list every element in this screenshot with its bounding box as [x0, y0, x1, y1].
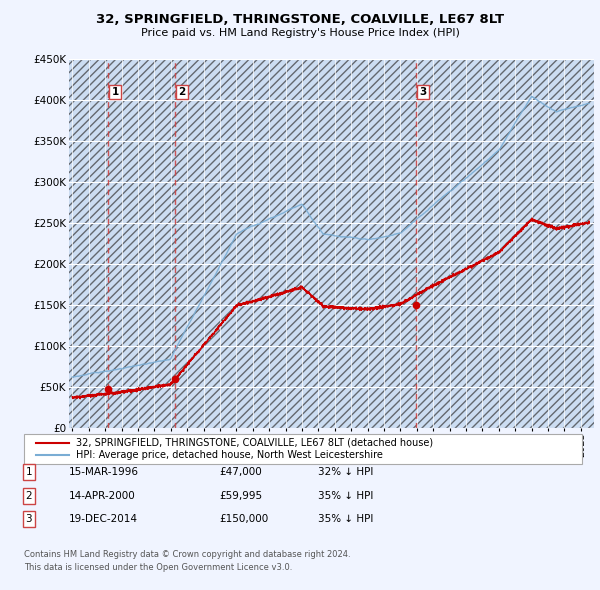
Text: 2: 2	[25, 491, 32, 500]
Text: 35% ↓ HPI: 35% ↓ HPI	[318, 514, 373, 524]
Text: 35% ↓ HPI: 35% ↓ HPI	[318, 491, 373, 500]
Text: £59,995: £59,995	[219, 491, 262, 500]
Text: HPI: Average price, detached house, North West Leicestershire: HPI: Average price, detached house, Nort…	[76, 451, 383, 460]
Text: 19-DEC-2014: 19-DEC-2014	[69, 514, 138, 524]
Text: 32, SPRINGFIELD, THRINGSTONE, COALVILLE, LE67 8LT (detached house): 32, SPRINGFIELD, THRINGSTONE, COALVILLE,…	[76, 438, 433, 447]
Text: 3: 3	[25, 514, 32, 524]
Text: £47,000: £47,000	[219, 467, 262, 477]
Text: 15-MAR-1996: 15-MAR-1996	[69, 467, 139, 477]
Text: £150,000: £150,000	[219, 514, 268, 524]
Text: 32, SPRINGFIELD, THRINGSTONE, COALVILLE, LE67 8LT: 32, SPRINGFIELD, THRINGSTONE, COALVILLE,…	[96, 13, 504, 26]
Text: Contains HM Land Registry data © Crown copyright and database right 2024.
This d: Contains HM Land Registry data © Crown c…	[24, 550, 350, 572]
Text: Price paid vs. HM Land Registry's House Price Index (HPI): Price paid vs. HM Land Registry's House …	[140, 28, 460, 38]
Text: 14-APR-2000: 14-APR-2000	[69, 491, 136, 500]
Text: 3: 3	[419, 87, 427, 97]
Text: 2: 2	[178, 87, 185, 97]
Text: 1: 1	[25, 467, 32, 477]
Text: 32% ↓ HPI: 32% ↓ HPI	[318, 467, 373, 477]
Text: 1: 1	[112, 87, 119, 97]
